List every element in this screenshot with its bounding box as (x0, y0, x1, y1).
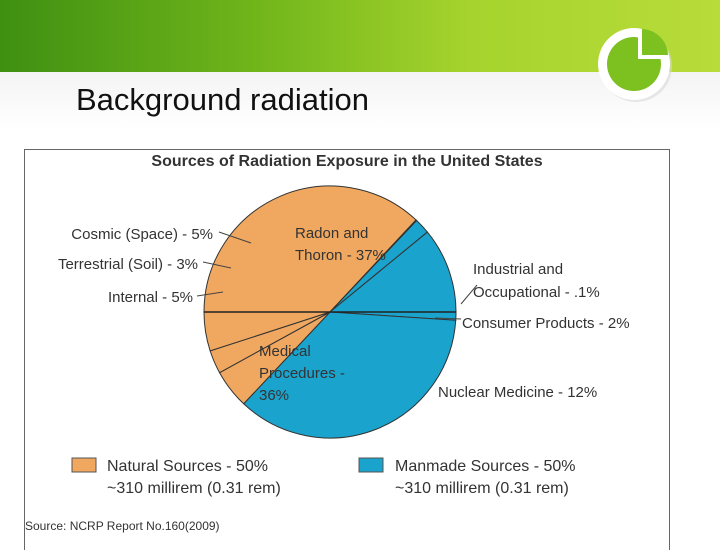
label-nuclear-medicine: Nuclear Medicine - 12% (438, 384, 597, 401)
leader-line-industrial (460, 284, 478, 305)
label-industrial: Industrial and Occupational - .1% (473, 261, 600, 301)
legend-swatch-manmade (358, 457, 384, 473)
pie-chart: Sources of Radiation Exposure in the Uni… (25, 153, 630, 533)
label-medical: Medical Procedures -36% (259, 343, 345, 404)
radiation-chart-figure: Sources of Radiation Exposure in the Uni… (24, 149, 670, 550)
leader-line-internal (196, 291, 224, 297)
legend-manmade-line1: Manmade Sources - 50% (395, 458, 576, 475)
label-radon: Radon and Thoron - 37% (295, 225, 386, 264)
legend-natural-line2: ~310 millirem (0.31 rem) (107, 480, 281, 497)
legend-natural-line1: Natural Sources - 50% (107, 458, 268, 475)
leader-line-consumer (434, 317, 462, 320)
leader-line-cosmic (218, 231, 252, 244)
slide-title: Background radiation (76, 82, 369, 117)
pie-slice-radon (203, 185, 417, 313)
title-band (0, 72, 720, 130)
leader-line-terrestrial (202, 261, 232, 269)
pie-slice-nuclear (328, 231, 457, 321)
source-note: Source: NCRP Report No.160(2009) (25, 519, 220, 533)
label-consumer: Consumer Products - 2% (462, 315, 630, 332)
label-internal: Internal - 5% (108, 289, 193, 306)
label-terrestrial: Terrestrial (Soil) - 3% (58, 256, 198, 273)
pie-slices (203, 185, 457, 439)
pie-logo-icon (598, 28, 672, 102)
legend-swatch-natural (71, 457, 97, 473)
legend-manmade-line2: ~310 millirem (0.31 rem) (395, 480, 569, 497)
chart-title: Sources of Radiation Exposure in the Uni… (151, 153, 542, 170)
pie-slice-medical (242, 311, 457, 439)
label-cosmic: Cosmic (Space) - 5% (71, 226, 213, 243)
